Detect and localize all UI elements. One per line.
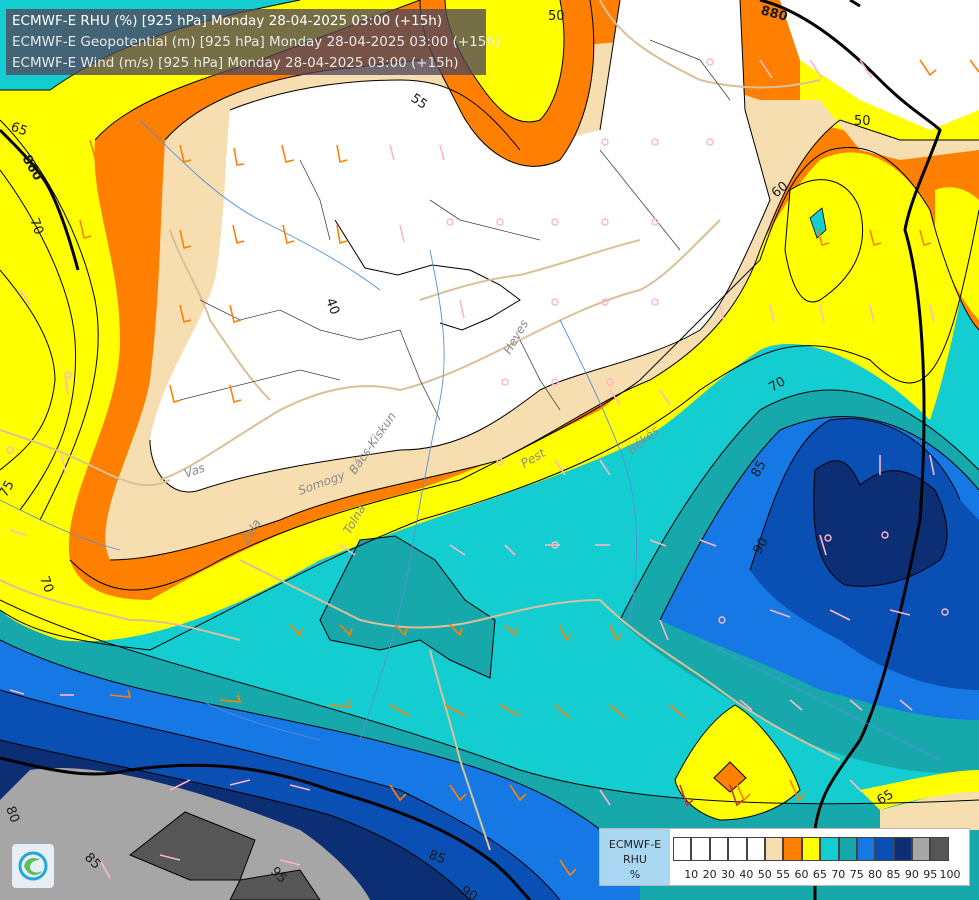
rhu-se-orange [713,761,747,793]
map-title-panel: ECMWF-E RHU (%) [925 hPa] Monday 28-04-2… [6,9,501,75]
rhu-label: 40 [322,296,342,317]
geopotential-title: ECMWF-E Geopotential (m) [925 hPa] Monda… [12,34,501,50]
legend-tick-label: 40 [739,868,754,881]
rivers [0,119,941,761]
legend-tick-label: 85 [886,868,901,881]
legend-swatches [673,837,949,861]
legend-variable: RHU [623,853,647,866]
legend-swatch [930,837,949,861]
legend-tick-label: 30 [720,868,735,881]
rhu-label: 80 [2,804,22,825]
rhu-label: 70 [26,216,46,237]
legend-swatch [728,837,747,861]
rhu-east-yellow-2 [935,187,979,320]
legend-tick-label: 100 [939,868,961,881]
rhu-label: 90 [458,883,480,900]
legend-swatch [856,837,876,861]
rhu-band-100 [129,811,256,881]
rhu-label: 65 [9,120,30,140]
legend-tick-label: 10 [684,868,699,881]
legend-tick-label: 75 [849,868,864,881]
legend-model: ECMWF-E [608,838,662,851]
legend-tick-label: 20 [702,868,717,881]
rhu-east-yellow [785,179,863,302]
legend-tick-label: 60 [794,868,809,881]
rhu-label: 70 [36,574,56,595]
legend-unit: % [629,868,641,881]
legend-swatch [746,837,765,861]
legend-tick-label: 90 [904,868,919,881]
color-legend: ECMWF-E RHU % 10 20 30 40 50 55 60 65 70 75 80 85 90… [599,828,970,886]
calm-wind-markers [6,58,949,624]
wind-title: ECMWF-E Wind (m/s) [925 hPa] Monday 28-0… [12,55,459,71]
rhu-se-yellow [674,704,801,821]
rhu-label: 50 [854,114,871,129]
legend-title: ECMWF-E RHU % [600,829,670,885]
legend-swatch [764,837,784,861]
rhu-title: ECMWF-E RHU (%) [925 hPa] Monday 28-04-2… [12,13,443,29]
rhu-label: 50 [548,9,565,24]
ecmwf-logo-icon [11,843,55,889]
legend-swatch [673,837,692,861]
rhu-band-100-b [229,869,321,900]
legend-swatch [875,837,894,861]
rhu-label: 85 [748,458,769,480]
rhu-top-right-white [780,0,979,130]
legend-swatch [783,837,802,861]
legend-tick-label: 55 [776,868,791,881]
legend-swatch [820,837,839,861]
legend-swatch [691,837,710,861]
rhu-east-cyan-spot [809,207,827,239]
legend-tick-label: 50 [757,868,772,881]
legend-swatch [893,837,913,861]
legend-swatch [838,837,857,861]
rhu-label: 65 [875,787,897,808]
rhu-band-50 [150,0,979,492]
rhu-mid-75 [319,535,496,679]
legend-tick-label: 65 [812,868,827,881]
legend-ticks: 10 20 30 40 50 55 60 65 70 75 80 85 90 95 100 [682,868,961,881]
legend-swatch [709,837,729,861]
rhu-se-right-tan [880,790,979,830]
legend-tick-label: 80 [868,868,883,881]
rhu-se-right-yellow [860,770,979,810]
rhu-label: 85 [427,848,448,868]
rhu-label: 70 [767,374,789,395]
rhu-label: 90 [750,535,771,557]
legend-tick-label: 95 [923,868,938,881]
place-label: Vas [182,460,207,480]
country-borders [0,0,841,851]
geopotential-label: 880 [759,3,789,25]
legend-tick-label: 70 [831,868,846,881]
legend-swatch [912,837,931,861]
legend-swatch [801,837,821,861]
geopotential-contours [0,0,942,900]
